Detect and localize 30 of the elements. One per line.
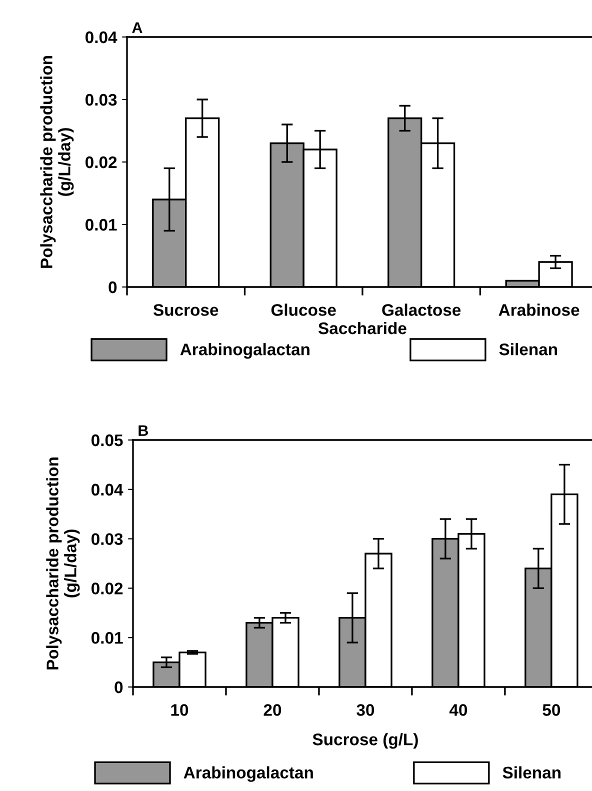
x-tick-label: 20 <box>264 704 282 716</box>
chart-title: A <box>132 22 142 33</box>
y-tick-label: 0 <box>108 281 117 294</box>
chart-title: B <box>138 425 148 436</box>
y-tick-label: 0.04 <box>92 484 124 496</box>
y-tick-label: 0.03 <box>86 94 117 106</box>
y-tick-label: 0.01 <box>92 632 123 644</box>
x-tick-label: 30 <box>356 704 374 716</box>
x-tick-label: Galactose <box>382 304 461 316</box>
x-tick-label: 40 <box>449 704 468 716</box>
x-tick-label: Sucrose <box>153 304 218 316</box>
x-tick-label: Arabinose <box>498 304 580 316</box>
x-axis-title: Sucrose (g/L) <box>312 733 418 749</box>
y-tick-label: 0.05 <box>92 434 123 446</box>
x-tick-label: Glucose <box>271 304 336 316</box>
y-tick-label: 0.02 <box>92 582 123 594</box>
legend-label: Silenan <box>502 766 560 779</box>
legend-label: Arabinogalactan <box>184 766 313 782</box>
y-tick-label: 0.03 <box>92 533 123 546</box>
y-tick-label: 0.01 <box>86 218 117 231</box>
y-tick-label: 0 <box>114 681 123 694</box>
x-tick-label: 10 <box>171 704 188 716</box>
y-tick-label: 0.02 <box>86 156 117 168</box>
y-tick-label: 0.04 <box>86 31 118 44</box>
y-axis-title: Polysaccharide production (g/L/day) <box>40 56 74 268</box>
y-axis-title: Polysaccharide production (g/L/day) <box>46 458 80 670</box>
legend-label: Arabinogalactan <box>180 343 310 359</box>
x-tick-label: 50 <box>542 704 560 716</box>
legend-label: Silenan <box>499 343 558 356</box>
x-axis-title: Saccharide <box>318 322 406 334</box>
